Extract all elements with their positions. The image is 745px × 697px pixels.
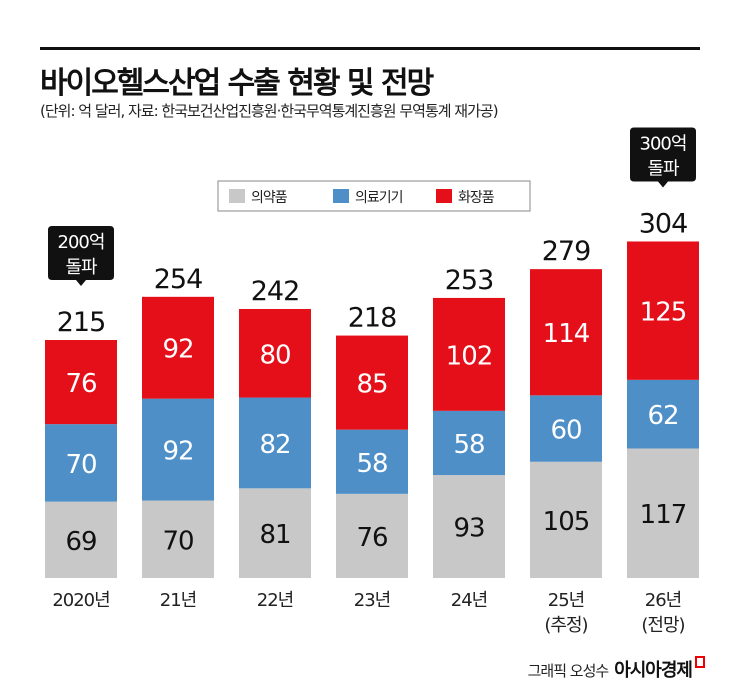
data-label: 58 [453, 430, 484, 460]
bar-segment [627, 379, 699, 449]
data-label: 62 [647, 401, 678, 431]
bar-segment [142, 500, 214, 578]
legend-swatch [229, 189, 245, 203]
callout-bubble [48, 225, 114, 286]
data-label: 76 [356, 523, 387, 553]
bar-segment [433, 297, 505, 411]
bar-segment [45, 424, 117, 502]
total-label: 279 [542, 236, 591, 267]
chart-subtitle: (단위: 억 달러, 자료: 한국보건산업진흥원·한국무역통계진흥원 무역통계 … [40, 102, 499, 120]
x-tick-label: 22년 [257, 590, 293, 611]
top-rule [40, 47, 700, 50]
bar-segment [239, 488, 311, 578]
total-label: 304 [639, 208, 688, 239]
bar-segment [433, 410, 505, 476]
legend-label: 의약품 [251, 190, 288, 206]
bar-segment [336, 493, 408, 578]
footer-credit: 그래픽 오성수 아시아경제 [528, 656, 705, 682]
x-tick-label: 26년 [645, 590, 681, 611]
chart-title: 바이오헬스산업 수출 현황 및 전망 [40, 66, 434, 101]
x-tick-label: 25년 [548, 590, 584, 611]
callout-bubble [630, 127, 696, 188]
bar-segment [627, 241, 699, 380]
bar-segment [45, 501, 117, 578]
legend-swatch [436, 189, 452, 203]
data-label: 81 [259, 520, 290, 550]
bar-segment [45, 339, 117, 425]
data-label: 117 [640, 500, 687, 530]
total-label: 242 [251, 276, 300, 307]
data-label: 102 [446, 341, 493, 371]
x-tick-label: 23년 [354, 590, 390, 611]
total-label: 215 [57, 307, 106, 338]
data-label: 92 [162, 437, 193, 467]
data-label: 114 [543, 319, 590, 349]
data-label: 70 [162, 526, 193, 556]
bar-segment [142, 398, 214, 501]
callout-text: 돌파 [65, 257, 98, 278]
x-tick-label: 2020년 [52, 590, 109, 611]
data-label: 125 [640, 298, 687, 328]
legend-label: 의료기기 [355, 190, 403, 206]
data-label: 93 [453, 514, 484, 544]
callout-text: 돌파 [647, 158, 680, 179]
bar-segment [142, 296, 214, 399]
callout-text: 300억 [640, 133, 687, 154]
total-label: 253 [445, 265, 494, 296]
x-tick-label: 21년 [160, 590, 196, 611]
total-label: 254 [154, 264, 203, 295]
bar-segment [239, 308, 311, 398]
legend-label: 화장품 [458, 190, 495, 206]
data-label: 85 [356, 370, 387, 400]
bar-segment [530, 269, 602, 396]
bar-segment [530, 461, 602, 578]
callout-text: 200억 [58, 232, 105, 253]
data-label: 69 [65, 527, 96, 557]
bar-segment [627, 448, 699, 578]
bar-segment [336, 335, 408, 430]
data-label: 92 [162, 335, 193, 365]
bar-segment [530, 395, 602, 462]
data-label: 70 [65, 450, 96, 480]
data-label: 76 [65, 369, 96, 399]
brand-logo-text: 아시아경제 [614, 660, 693, 681]
x-tick-label: (전망) [641, 615, 684, 636]
bar-segment [239, 397, 311, 489]
bar-segment [336, 429, 408, 494]
legend-swatch [333, 189, 349, 203]
data-label: 82 [259, 430, 290, 460]
total-label: 218 [348, 303, 397, 334]
x-tick-label: 24년 [451, 590, 487, 611]
x-tick-label: (추정) [544, 615, 587, 636]
data-label: 105 [543, 507, 590, 537]
data-label: 60 [550, 416, 581, 446]
brand-logo-icon [695, 656, 705, 668]
bar-segment [433, 475, 505, 578]
data-label: 80 [259, 340, 290, 370]
graphic-credit: 그래픽 오성수 [527, 662, 610, 680]
legend-box [217, 180, 531, 212]
data-label: 58 [356, 449, 387, 479]
